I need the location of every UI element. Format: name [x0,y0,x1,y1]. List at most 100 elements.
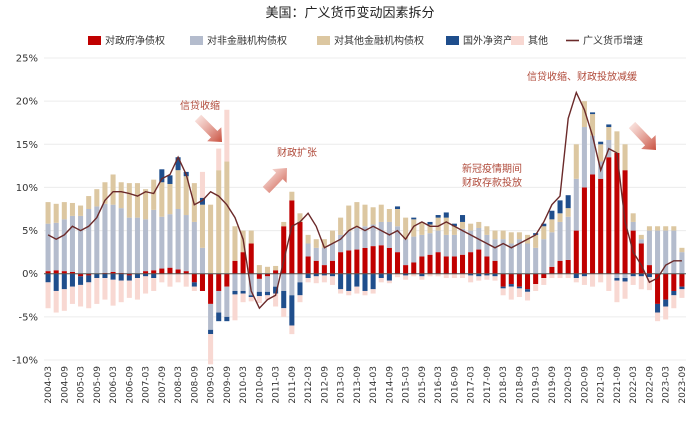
bar-segment [297,295,303,303]
bar-segment [313,247,319,261]
bar-segment [468,275,474,283]
bar-segment [419,256,425,274]
bar-segment [78,273,84,277]
bar-segment [216,273,222,291]
bar-segment [638,234,644,240]
bar-segment [143,276,149,294]
legend-label: 对非金融机构债权 [207,34,287,47]
bar-segment [386,280,392,284]
bar-segment [354,249,360,274]
x-tick-label: 2019-09 [548,366,558,404]
bar-segment [329,260,336,274]
bar-segment [492,239,498,261]
bar-segment [622,273,628,279]
bar-segment [492,276,498,281]
bar-segment [167,273,173,287]
x-tick-label: 2006-03 [109,366,119,404]
bar-segment [427,224,433,234]
bar-segment [61,271,67,274]
bar-segment [394,252,401,274]
bar-segment [557,213,563,222]
x-tick-label: 2015-09 [418,366,428,404]
bar-segment [159,268,165,274]
bar-segment [581,187,587,274]
annotation-arrow [262,168,287,194]
bar-segment [671,290,677,296]
bar-segment [313,276,319,284]
bar-segment [573,273,579,279]
bar-segment [549,273,555,279]
bar-segment [663,306,669,320]
bar-segment [598,141,604,145]
bar-segment [419,273,425,277]
bar-segment [248,295,254,298]
bar-segment [403,217,409,240]
bar-segment [435,252,441,274]
bar-segment [102,182,108,204]
bar-segment [86,209,92,274]
bar-segment [289,273,295,296]
bar-segment [297,282,303,296]
bar-segment [289,200,295,274]
bar-segment [69,271,75,274]
bar-segment [638,276,644,290]
bar-segment [500,286,506,289]
legend-swatch [317,36,330,45]
bar-segment [630,273,636,277]
bar-segment [208,273,214,304]
bar-segment [533,234,539,248]
bar-segment [256,291,262,297]
x-tick-label: 2013-09 [353,366,363,404]
bar-segment [256,296,262,304]
bar-segment [435,273,441,277]
bar-segment [451,226,457,235]
bar-segment [110,174,116,205]
bar-segment [86,275,92,283]
bar-segment [273,265,279,271]
bar-segment [126,275,132,281]
bar-segment [541,226,547,240]
bar-segment [622,144,628,171]
bar-segment [590,135,596,175]
gridlines [44,57,686,361]
y-tick-label: 25% [16,54,38,65]
bar-segment [53,290,59,313]
bar-segment [321,275,327,283]
bar-segment [175,170,181,209]
x-tick-label: 2010-03 [239,366,249,404]
legend-label: 对其他金融机构债权 [334,34,424,47]
bar-segment [53,203,59,223]
y-tick-label: 20% [16,97,38,108]
x-tick-label: 2005-09 [93,366,103,404]
bar-segment [329,273,336,277]
x-tick-label: 2021-03 [597,366,607,404]
bar-segment [549,210,555,220]
bar-segment [208,329,214,335]
bar-segment [289,325,295,335]
bar-segment [500,239,506,274]
bar-segment [541,223,547,227]
bar-segment [573,278,579,283]
bar-segment [264,266,271,274]
bar-segment [346,290,352,296]
bar-segment [321,247,327,266]
bar-segment [102,273,108,279]
bar-segment [581,276,587,285]
bar-segment [411,262,417,274]
x-tick-label: 2007-09 [158,366,168,404]
bar-segment [346,273,352,291]
bar-segment [565,208,571,217]
bar-segment [264,273,271,277]
bar-segment [484,256,490,274]
bar-segment [671,230,677,274]
bar-segment [516,286,522,289]
x-tick-label: 2009-03 [207,366,217,404]
bar-segment [175,273,181,283]
x-tick-label: 2006-09 [125,366,135,404]
bar-segment [590,174,596,274]
bar-segment [533,284,539,291]
bar-segment [102,278,108,300]
bar-segment [143,219,149,272]
bar-segment [232,294,238,321]
